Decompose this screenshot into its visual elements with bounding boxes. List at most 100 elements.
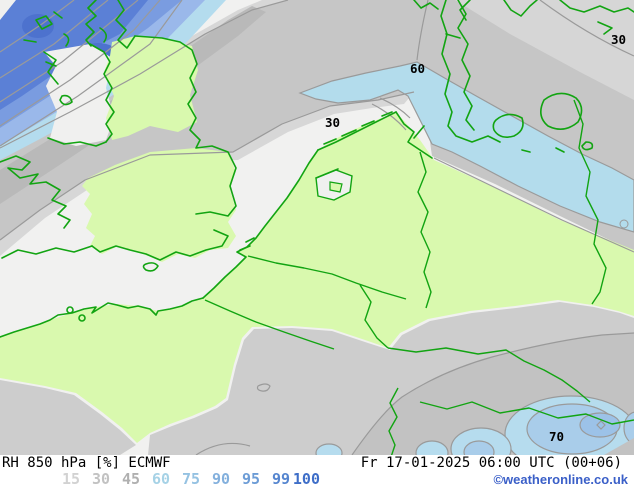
coastline-england-east bbox=[134, 35, 237, 217]
coastline-island bbox=[521, 147, 565, 153]
coastline-england-west bbox=[89, 43, 115, 143]
coastline-limfjord bbox=[445, 33, 461, 39]
contour-line bbox=[379, 97, 411, 119]
legend-value: 100 bbox=[292, 470, 320, 488]
coastline-channel-island bbox=[78, 314, 86, 322]
legend-value: 99 bbox=[271, 470, 290, 488]
copyright-watermark: ©weatheronline.co.uk bbox=[493, 472, 628, 487]
coastline-sweden bbox=[559, 0, 634, 13]
coastline-fyn bbox=[492, 113, 524, 138]
legend-value: 15 bbox=[61, 470, 80, 488]
valid-datetime: Fr 17-01-2025 06:00 UTC (00+06) bbox=[360, 455, 622, 471]
coastline-zealand bbox=[540, 92, 583, 130]
contour-label: 60 bbox=[410, 61, 425, 76]
corner-gray-wedge bbox=[604, 438, 634, 455]
coastline-cornwall bbox=[1, 245, 93, 259]
flevoland-island bbox=[329, 181, 343, 193]
coastline-german-bight bbox=[395, 111, 433, 159]
coastline-island bbox=[35, 15, 53, 30]
contour-line bbox=[0, 0, 139, 103]
contour-line bbox=[0, 0, 109, 79]
cyan-band bbox=[298, 61, 634, 233]
contour-label: 70 bbox=[549, 429, 564, 444]
blue-blob-small bbox=[315, 443, 343, 455]
coastline-north bbox=[413, 0, 439, 10]
legend-value: 95 bbox=[241, 470, 260, 488]
coastline-wales bbox=[0, 155, 71, 229]
border-de-east bbox=[573, 99, 607, 305]
color-scale: 15 30 45 60 75 90 95 99 100 bbox=[50, 471, 320, 487]
contour-label: 30 bbox=[325, 115, 340, 130]
legend-value: 60 bbox=[151, 470, 170, 488]
legend-value: 45 bbox=[121, 470, 140, 488]
coastline-afsluitdijk bbox=[315, 168, 339, 179]
coastline-benelux bbox=[202, 149, 319, 299]
england-south-green bbox=[82, 148, 236, 262]
gray-light-corner bbox=[455, 0, 634, 100]
contour-line bbox=[0, 0, 289, 149]
coastline-island bbox=[45, 61, 57, 67]
coastline-wadden bbox=[317, 111, 397, 151]
rh-cyan-layer bbox=[298, 61, 634, 233]
contour-labels: 60 30 30 70 bbox=[325, 32, 626, 444]
coastline-england-south bbox=[91, 229, 229, 261]
corner-white-pocket bbox=[0, 0, 16, 20]
legend-value: 75 bbox=[181, 470, 200, 488]
coastline-zeeland bbox=[245, 237, 255, 243]
border-be-nl bbox=[247, 255, 407, 300]
contour-line bbox=[0, 91, 415, 241]
contour-label: 30 bbox=[611, 32, 626, 47]
contour-line bbox=[0, 0, 183, 147]
border-be-fr bbox=[204, 299, 335, 350]
coastline-north-wales bbox=[47, 137, 107, 147]
coastline-jutland-west bbox=[440, 0, 501, 143]
contour-line-30 bbox=[539, 0, 634, 57]
blob-center-mark bbox=[596, 420, 606, 430]
coastline-sweden bbox=[597, 21, 613, 35]
map-area: 60 30 30 70 bbox=[0, 0, 634, 455]
border-alps bbox=[419, 401, 634, 425]
contour-line-70 bbox=[351, 332, 634, 455]
coastline-scotland bbox=[85, 0, 97, 47]
footer-row-scale: 15 30 45 60 75 90 95 99 100 ©weatheronli… bbox=[0, 471, 634, 489]
coastline-firth bbox=[99, 27, 108, 43]
coastline-isle-of-man bbox=[59, 94, 73, 106]
contour-line bbox=[0, 0, 161, 127]
coastline-france bbox=[0, 297, 204, 338]
coastline-island bbox=[53, 11, 63, 19]
blue-blob-mid-inner bbox=[463, 440, 495, 455]
cyan-speck bbox=[619, 219, 629, 229]
blue-blob-small bbox=[415, 440, 449, 455]
coastline-island bbox=[23, 39, 37, 43]
legend-value: 90 bbox=[211, 470, 230, 488]
blue-blob-large-core bbox=[579, 412, 621, 438]
legend-value: 30 bbox=[91, 470, 110, 488]
map-footer: RH 850 hPa [%] ECMWF Fr 17-01-2025 06:00… bbox=[0, 455, 634, 490]
coastline-island bbox=[63, 33, 70, 47]
coastline-jutland-east bbox=[457, 0, 475, 131]
border-layer bbox=[204, 99, 634, 455]
border-fr-ch bbox=[388, 387, 399, 455]
coastline-island bbox=[581, 141, 594, 151]
border-lux-de bbox=[359, 284, 389, 349]
coastline-elbe bbox=[413, 125, 425, 139]
coastline-north bbox=[503, 0, 538, 17]
coastline-isle-of-wight bbox=[142, 262, 159, 272]
england-north-green bbox=[104, 36, 198, 140]
product-title: RH 850 hPa [%] ECMWF bbox=[2, 455, 171, 471]
coastline-galloway bbox=[43, 51, 59, 85]
contour-ring-small bbox=[256, 383, 271, 392]
land-layer bbox=[0, 36, 634, 443]
contour-line bbox=[433, 157, 634, 253]
weather-map: 60 30 30 70 bbox=[0, 0, 634, 455]
continent-green bbox=[0, 112, 634, 443]
border-de-south bbox=[387, 347, 591, 403]
footer-row-titles: RH 850 hPa [%] ECMWF Fr 17-01-2025 06:00… bbox=[0, 455, 634, 471]
bottom-gray-left bbox=[0, 380, 136, 455]
coastline-scotland bbox=[115, 0, 136, 49]
coastline-wadden-islands bbox=[323, 111, 393, 145]
coastline-skagen bbox=[459, 0, 471, 21]
border-nl-de bbox=[417, 151, 432, 309]
coastline-layer bbox=[0, 0, 634, 338]
